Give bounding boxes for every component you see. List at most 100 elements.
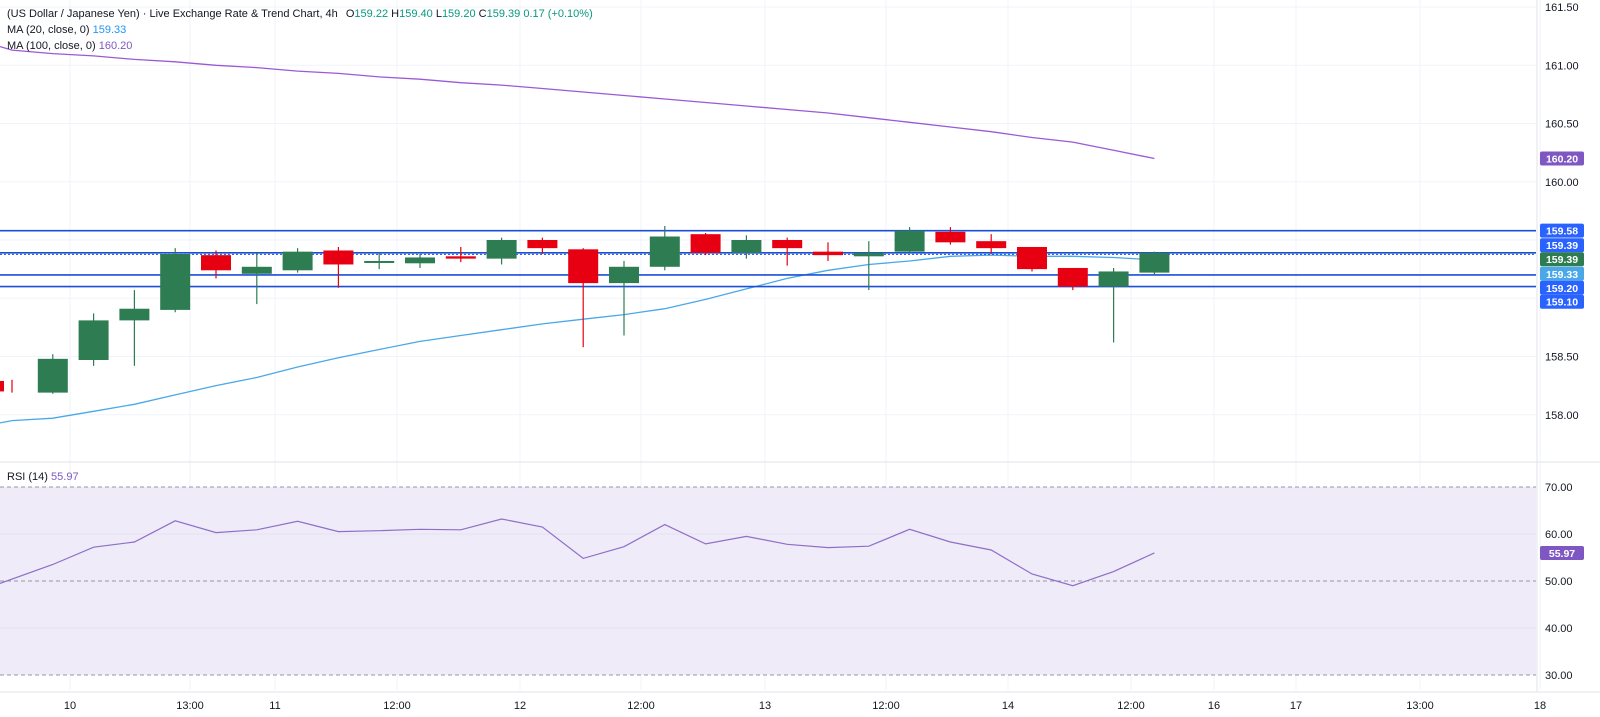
price-tick-label: 161.50	[1545, 2, 1579, 14]
rsi-label: RSI (14)	[7, 471, 48, 483]
candle-body	[405, 257, 435, 264]
candle-body	[78, 320, 109, 360]
candle-body	[527, 240, 558, 249]
open-value: 159.22	[354, 8, 389, 20]
rsi-tick-label: 70.00	[1545, 482, 1573, 494]
candle-body	[160, 253, 191, 310]
price-badge	[1540, 294, 1584, 309]
time-tick-label: 13	[759, 700, 771, 712]
time-tick-label: 11	[269, 700, 280, 712]
horizontal-levels	[0, 229, 1536, 288]
time-tick-label: 12:00	[627, 700, 655, 712]
price-badge	[1540, 266, 1584, 281]
price-badge	[1540, 238, 1584, 253]
price-badge-label: 159.33	[1546, 269, 1578, 281]
time-tick-label: 12	[514, 700, 526, 712]
candle-body	[568, 249, 599, 284]
rsi-value: 55.97	[51, 471, 79, 483]
time-tick-label: 18	[1534, 700, 1546, 712]
ma20-label: MA (20, close, 0)	[7, 24, 90, 36]
price-tick-label: 158.50	[1545, 352, 1579, 364]
price-badge	[1540, 151, 1584, 166]
candle-body	[323, 250, 354, 265]
time-tick-label: 12:00	[1117, 700, 1145, 712]
candle-body	[1139, 252, 1170, 273]
candle-body	[1098, 271, 1129, 287]
time-tick-label: 17	[1290, 700, 1302, 712]
price-tick-label: 160.00	[1545, 177, 1579, 189]
price-badge	[1540, 252, 1584, 267]
candle-body	[649, 236, 680, 267]
time-tick-label: 14	[1002, 700, 1014, 712]
rsi-badge	[1540, 545, 1584, 560]
price-badge-label: 160.20	[1546, 153, 1578, 165]
price-badges: 160.20 159.58 159.39 159.39 159.33 159.20 159.…	[1540, 151, 1584, 560]
low-label: L	[435, 8, 442, 20]
high-value: 159.40	[399, 8, 433, 20]
price-badge	[1540, 280, 1584, 295]
axes: 161.50 161.00 160.50 160.00 158.50 158.00 70.0…	[64, 0, 1579, 712]
open-label: O	[345, 8, 355, 20]
candle-body	[37, 358, 68, 393]
candle-body	[282, 251, 313, 271]
candle-body	[894, 230, 925, 252]
rsi-guide-lines	[0, 486, 1536, 676]
candle-body	[364, 260, 395, 263]
symbol-title: (US Dollar / Japanese Yen) · Live Exchan…	[7, 8, 338, 20]
low-value: 159.20	[441, 8, 476, 20]
candle-body	[772, 240, 803, 249]
time-tick-label: 16	[1208, 700, 1220, 712]
time-tick-label: 12:00	[872, 700, 900, 712]
ma100-value: 160.20	[98, 40, 133, 52]
ma20-line	[0, 254, 1155, 424]
price-badge	[1540, 223, 1584, 238]
high-label: H	[391, 8, 400, 20]
ma100-legend[interactable]: MA (100, close, 0) 160.20	[7, 39, 132, 53]
price-badge-label: 159.58	[1546, 226, 1578, 238]
rsi-tick-label: 50.00	[1545, 576, 1573, 588]
time-tick-label: 12:00	[383, 700, 411, 712]
rsi-legend[interactable]: RSI (14) 55.97	[7, 470, 79, 484]
close-label: C	[478, 8, 487, 20]
candlestick-series	[0, 226, 1170, 394]
price-tick-label: 158.00	[1545, 410, 1579, 422]
rsi-tick-label: 40.00	[1545, 623, 1573, 635]
candle-body	[1017, 246, 1047, 270]
candle-body	[486, 240, 517, 259]
candle-body	[976, 241, 1007, 249]
price-badge-label: 159.10	[1546, 297, 1578, 309]
candle-body	[935, 231, 966, 243]
candle-body	[119, 308, 150, 321]
candle-body	[1057, 267, 1088, 287]
ma20-legend[interactable]: MA (20, close, 0) 159.33	[7, 23, 126, 37]
ma100-line	[0, 45, 1155, 160]
candle-body	[201, 255, 231, 271]
candle-body	[445, 256, 476, 259]
price-tick-label: 161.00	[1545, 60, 1579, 72]
time-tick-label: 10	[64, 700, 76, 712]
symbol-legend: (US Dollar / Japanese Yen) · Live Exchan…	[7, 7, 593, 21]
time-tick-label: 13:00	[1406, 700, 1434, 712]
rsi-badge-label: 55.97	[1549, 548, 1575, 560]
rsi-line-group	[0, 518, 1155, 587]
ma20-value: 159.33	[92, 24, 127, 36]
price-badge-label: 159.39	[1546, 240, 1578, 252]
close-value: 159.39	[486, 8, 521, 20]
price-badge-label: 159.39	[1546, 254, 1578, 266]
price-badge-label: 159.20	[1546, 283, 1578, 295]
price-tick-label: 160.50	[1545, 119, 1579, 131]
ohlc-values: O159.22 H159.40 L159.20 C159.39 0.17 (+0…	[346, 8, 593, 20]
rsi-tick-label: 60.00	[1545, 529, 1573, 541]
ma100-line-group	[0, 45, 1155, 160]
rsi-line	[0, 518, 1155, 587]
candle-body	[690, 234, 721, 253]
rsi-tick-label: 30.00	[1545, 670, 1573, 682]
candle-body	[813, 251, 843, 256]
candle-body	[853, 252, 884, 257]
candle-body	[731, 240, 762, 253]
candle-body	[0, 380, 4, 392]
ma100-label: MA (100, close, 0)	[7, 40, 96, 52]
change-value: 0.17 (+0.10%)	[523, 8, 593, 20]
time-tick-label: 13:00	[176, 700, 204, 712]
